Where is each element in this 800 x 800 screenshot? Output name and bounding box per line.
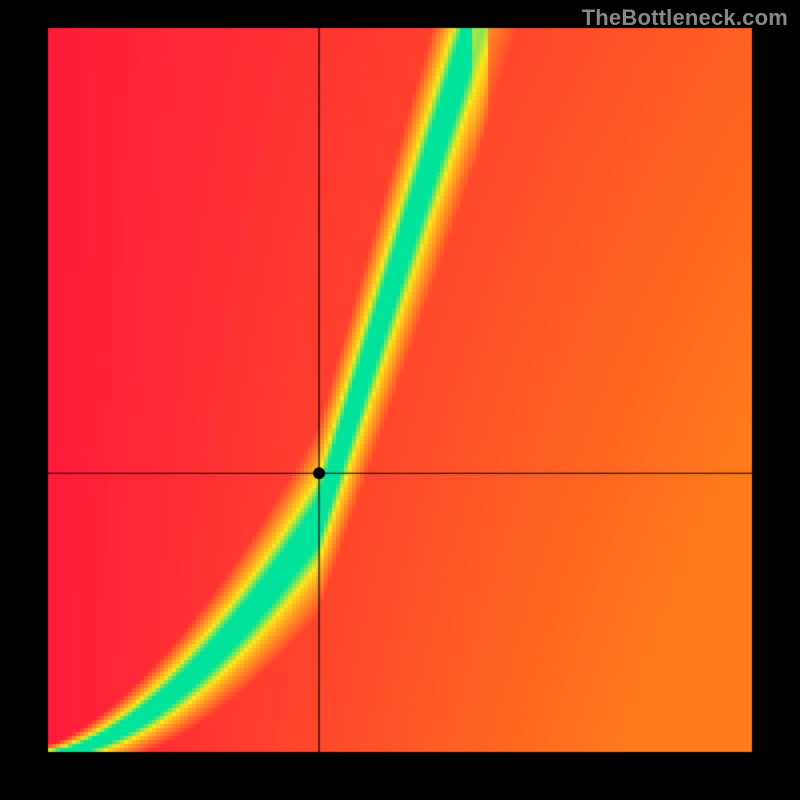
bottleneck-heatmap bbox=[0, 0, 800, 800]
chart-container: TheBottleneck.com bbox=[0, 0, 800, 800]
watermark-text: TheBottleneck.com bbox=[582, 5, 788, 31]
